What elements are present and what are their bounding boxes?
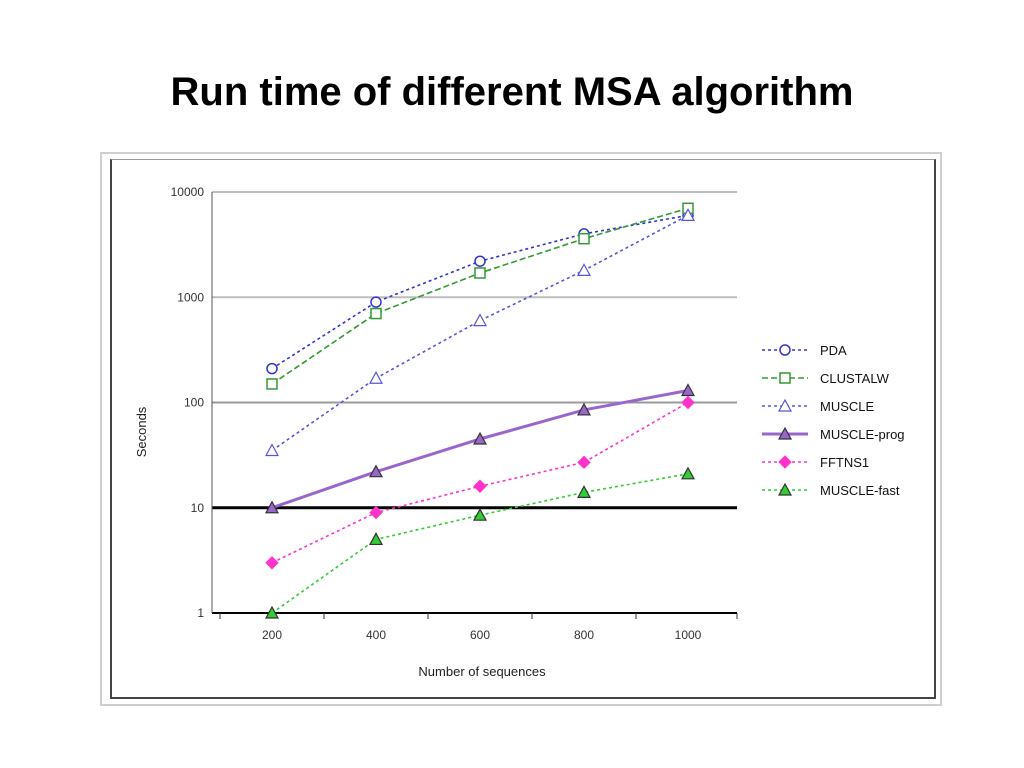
data-point (777, 398, 793, 412)
legend-label: FFTNS1 (820, 455, 869, 470)
legend-item: MUSCLE-prog (762, 426, 905, 442)
data-point (778, 455, 792, 469)
series-muscle-prog (264, 383, 696, 514)
data-point (680, 208, 696, 221)
data-point (368, 532, 384, 546)
data-point (473, 479, 487, 493)
x-tick-label: 800 (574, 628, 594, 642)
legend-item: CLUSTALW (762, 371, 890, 386)
data-point (370, 296, 382, 308)
data-point (266, 362, 278, 375)
legend-label: PDA (820, 343, 847, 358)
data-point (777, 482, 793, 496)
legend-item: MUSCLE (762, 398, 875, 414)
y-axis-title: Seconds (134, 406, 149, 457)
data-point (779, 372, 791, 384)
x-axis-title: Number of sequences (418, 664, 546, 679)
legend-label: CLUSTALW (820, 371, 890, 386)
data-point (777, 426, 793, 440)
legend-item: FFTNS1 (762, 455, 869, 470)
chart-frame: Seconds Number of sequences 1 10 100 1000 10… (100, 152, 942, 706)
legend-item: MUSCLE-fast (762, 482, 900, 498)
series-muscle-fast (264, 466, 696, 619)
y-tick-label: 10000 (171, 185, 205, 199)
y-tick-label: 1000 (177, 290, 204, 304)
data-point (474, 255, 486, 267)
y-tick-label: 1 (197, 606, 204, 620)
data-point (264, 443, 280, 457)
series-layer (264, 202, 696, 619)
data-point (576, 263, 592, 276)
data-point (680, 383, 696, 397)
slide-title: Run time of different MSA algorithm (170, 70, 854, 114)
series-muscle (264, 208, 696, 457)
data-point (264, 605, 280, 619)
axis-layer: Seconds Number of sequences 1 10 100 1000 10… (134, 185, 738, 679)
data-point (368, 464, 384, 478)
x-tick-label: 1000 (675, 628, 702, 642)
data-point (576, 485, 592, 498)
x-tick-label: 600 (470, 628, 490, 642)
data-point (474, 267, 486, 279)
line-chart: Seconds Number of sequences 1 10 100 1000 10… (134, 185, 905, 679)
data-point (369, 505, 383, 520)
grid-layer (212, 191, 737, 614)
data-point (368, 370, 384, 384)
y-tick-label: 100 (184, 396, 204, 410)
data-point (472, 313, 488, 327)
data-point (265, 556, 279, 570)
legend-item: PDA (762, 343, 847, 358)
legend: PDA CLUSTALW MUSCLE MUSCLE-prog FFTNS1 MUSCLE… (762, 343, 905, 498)
x-tick-label: 200 (262, 628, 282, 642)
data-point (472, 431, 488, 445)
legend-label: MUSCLE-prog (820, 427, 905, 442)
legend-label: MUSCLE-fast (820, 483, 900, 498)
chart-inner-frame: Seconds Number of sequences 1 10 100 1000 10… (110, 159, 936, 699)
series-fftns1 (265, 395, 695, 570)
data-point (779, 344, 791, 356)
data-point (577, 455, 591, 470)
series-line (271, 214, 689, 452)
data-point (680, 466, 696, 480)
x-tick-label: 400 (366, 628, 386, 642)
data-point (681, 395, 695, 410)
data-point (264, 500, 280, 514)
y-tick-label: 10 (191, 501, 205, 515)
data-point (472, 507, 488, 521)
legend-label: MUSCLE (820, 399, 875, 414)
data-point (266, 378, 278, 390)
data-point (578, 232, 590, 245)
data-point (576, 402, 592, 416)
data-point (370, 307, 382, 320)
